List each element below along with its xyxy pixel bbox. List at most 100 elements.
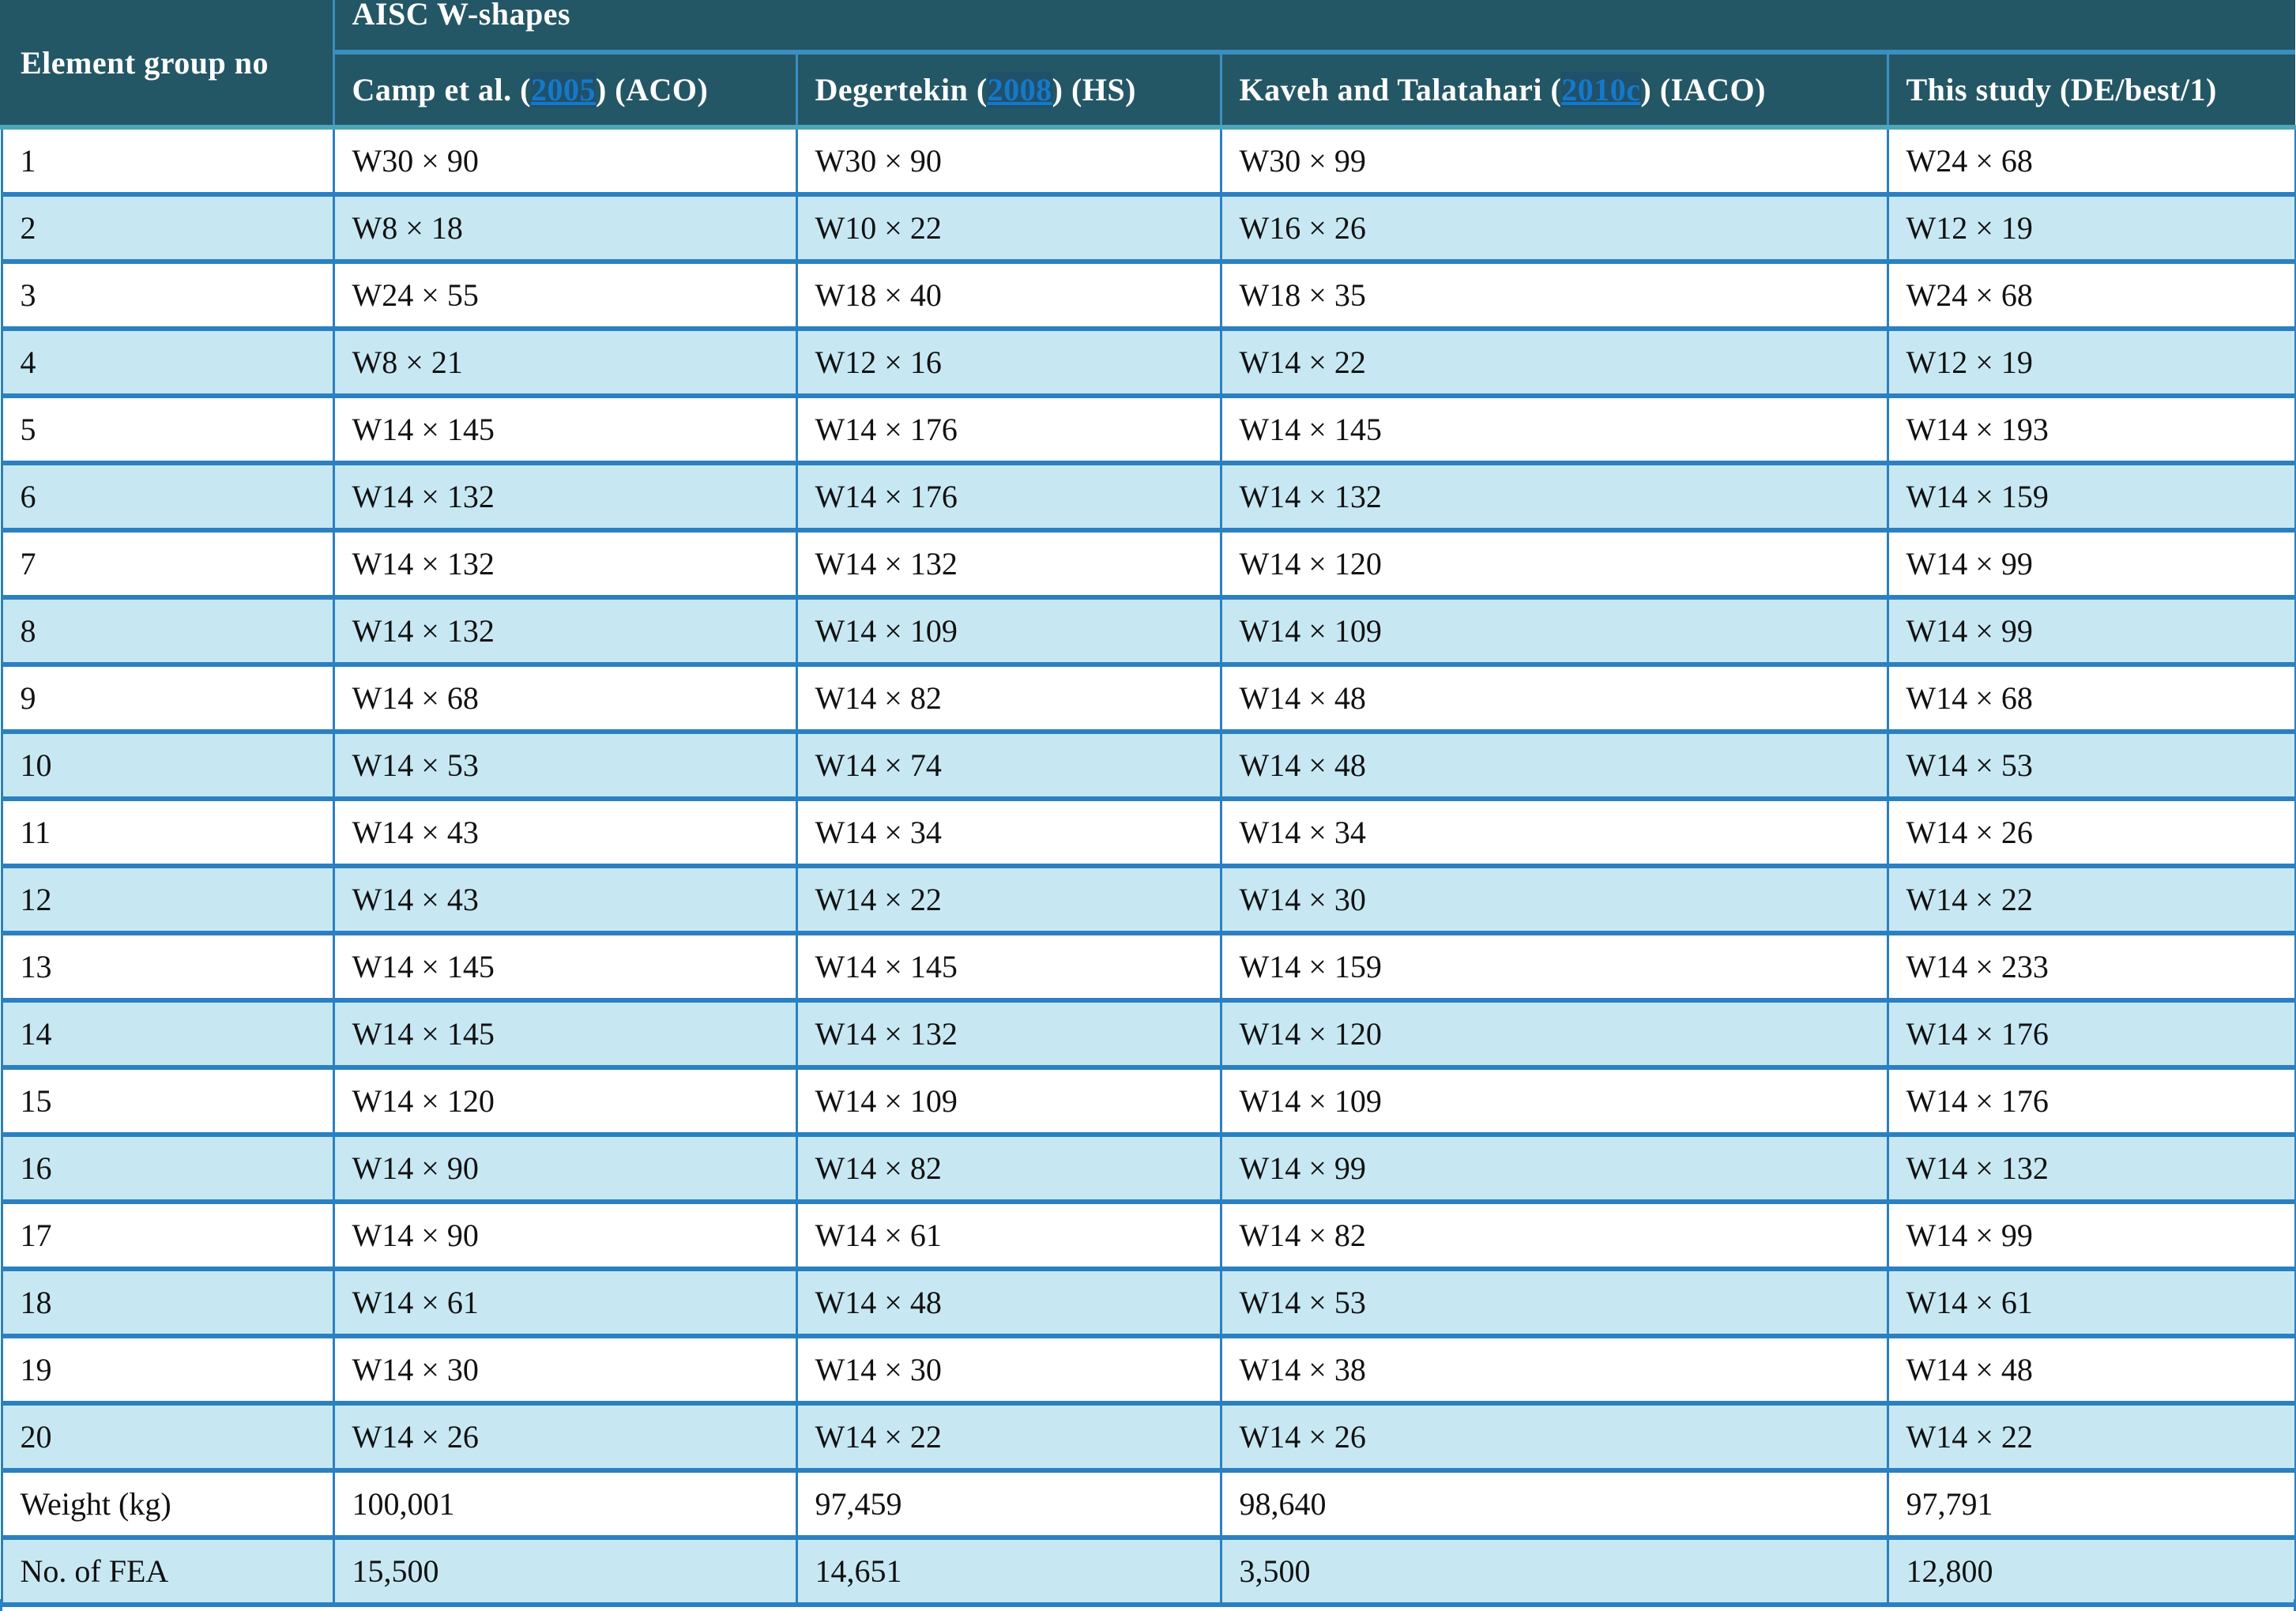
row-label-cell: 10 [0,732,335,801]
row-label-cell: 12 [0,866,335,935]
table-row: 11 W14 × 43 W14 × 34 W14 × 34 W14 × 26 [0,799,2296,868]
row-label-cell: 17 [0,1202,335,1271]
table-row: No. of FEA 15,500 14,651 3,500 12,800 [0,1538,2296,1607]
table-cell: W14 × 22 [795,866,1222,935]
row-label-cell: 9 [0,664,335,734]
table-cell: W14 × 109 [1219,597,1889,667]
table-cell: W14 × 61 [332,1269,798,1338]
table-cell: W14 × 22 [1886,1403,2296,1473]
column-header-text: Camp et al. ( [352,72,531,107]
table-cell: W14 × 53 [332,732,798,801]
table-cell: W14 × 132 [795,530,1222,600]
table-cell: W14 × 109 [795,597,1222,667]
row-label-cell: 18 [0,1269,335,1338]
table-row: 12 W14 × 43 W14 × 22 W14 × 30 W14 × 22 [0,866,2296,935]
table-cell: W14 × 90 [332,1202,798,1271]
table-row: 7 W14 × 132 W14 × 132 W14 × 120 W14 × 99 [0,530,2296,600]
table-row: 19 W14 × 30 W14 × 30 W14 × 38 W14 × 48 [0,1336,2296,1406]
table-row: 4 W8 × 21 W12 × 16 W14 × 22 W12 × 19 [0,329,2296,398]
table-cell: W10 × 22 [795,194,1222,264]
row-label-cell: 8 [0,597,335,667]
column-header-method: ) (HS) [1052,72,1136,107]
table-cell: W14 × 82 [795,664,1222,734]
table-cell: W14 × 132 [795,1000,1222,1070]
row-label-cell: 19 [0,1336,335,1406]
table-cell: W14 × 22 [1219,329,1889,398]
table-cell: W14 × 132 [1886,1135,2296,1204]
column-header-text: Kaveh and Talatahari ( [1239,72,1562,107]
row-label-cell: 15 [0,1067,335,1137]
element-group-header: Element group no [0,0,335,130]
row-label-cell: 4 [0,329,335,398]
citation-link[interactable]: 2008 [987,72,1052,107]
table-row: 2 W8 × 18 W10 × 22 W16 × 26 W12 × 19 [0,194,2296,264]
table-cell: W14 × 193 [1886,396,2296,465]
table-cell: 98,640 [1219,1470,1889,1540]
table-row: 1 W30 × 90 W30 × 90 W30 × 99 W24 × 68 [0,127,2296,197]
table-cell: W8 × 18 [332,194,798,264]
citation-link[interactable]: 2005 [530,72,596,107]
table-cell: W14 × 22 [795,1403,1222,1473]
table-cell: W12 × 19 [1886,329,2296,398]
table-cell: W14 × 99 [1219,1135,1889,1204]
table-cell: W14 × 43 [332,799,798,868]
table-cell: W14 × 43 [332,866,798,935]
table-cell: W14 × 99 [1886,1202,2296,1271]
table-cell: W12 × 19 [1886,194,2296,264]
table-cell: W24 × 68 [1886,262,2296,331]
table-cell: W14 × 109 [1219,1067,1889,1137]
column-header: Kaveh and Talatahari (2010c) (IACO) [1219,52,1888,130]
table-cell: W14 × 120 [332,1067,798,1137]
table-cell: W14 × 145 [332,396,798,465]
table-cell: W14 × 34 [795,799,1222,868]
row-label-cell: 2 [0,194,335,264]
table-cell: 15,500 [332,1538,798,1607]
table-cell: W14 × 132 [332,463,798,533]
table-cell: W14 × 120 [1219,530,1889,600]
table-row: Weight (kg) 100,001 97,459 98,640 97,791 [0,1470,2296,1540]
table-cell: W30 × 90 [795,127,1222,197]
table-cell: W24 × 68 [1886,127,2296,197]
table-cell: W14 × 48 [1219,664,1889,734]
table-cell: W14 × 145 [1219,396,1889,465]
table-cell: W14 × 159 [1219,933,1889,1003]
row-label-cell: 5 [0,396,335,465]
table-cell: W14 × 99 [1886,530,2296,600]
table-row: 13 W14 × 145 W14 × 145 W14 × 159 W14 × 233 [0,933,2296,1003]
row-label-cell: 20 [0,1403,335,1473]
table-cell: W14 × 90 [332,1135,798,1204]
table-row: 17 W14 × 90 W14 × 61 W14 × 82 W14 × 99 [0,1202,2296,1271]
table-cell: W14 × 145 [795,933,1222,1003]
table-cell: W14 × 176 [1886,1067,2296,1137]
table-header: Element group no AISC W-shapes Camp et a… [0,0,2296,130]
table-cell: W14 × 30 [332,1336,798,1406]
table-row: 9 W14 × 68 W14 × 82 W14 × 48 W14 × 68 [0,664,2296,734]
table-cell: W14 × 26 [1219,1403,1889,1473]
column-header-text: Degertekin ( [815,72,988,107]
table-row: 15 W14 × 120 W14 × 109 W14 × 109 W14 × 176 [0,1067,2296,1137]
table-cell: W14 × 68 [332,664,798,734]
table-cell: W18 × 35 [1219,262,1889,331]
citation-link[interactable]: 2010c [1561,72,1641,107]
row-label-cell: 3 [0,262,335,331]
table-cell: W12 × 16 [795,329,1222,398]
table-row: 14 W14 × 145 W14 × 132 W14 × 120 W14 × 176 [0,1000,2296,1070]
table-cell: W14 × 26 [332,1403,798,1473]
column-header: Degertekin (2008) (HS) [795,52,1221,130]
table-cell: W14 × 120 [1219,1000,1889,1070]
table-row: 10 W14 × 53 W14 × 74 W14 × 48 W14 × 53 [0,732,2296,801]
column-header-method: ) (ACO) [595,72,709,107]
column-header-text: This study (DE/best/1) [1906,72,2217,107]
table-cell: W14 × 132 [332,530,798,600]
aisc-group-header: AISC W-shapes [333,0,2296,55]
table-row: 6 W14 × 132 W14 × 176 W14 × 132 W14 × 159 [0,463,2296,533]
table-cell: 12,800 [1886,1538,2296,1607]
table-cell: W14 × 48 [1886,1336,2296,1406]
row-label-cell: 16 [0,1135,335,1204]
column-header: Camp et al. (2005) (ACO) [332,52,796,130]
table-cell: W24 × 55 [332,262,798,331]
table-cell: W14 × 22 [1886,866,2296,935]
table-row: 18 W14 × 61 W14 × 48 W14 × 53 W14 × 61 [0,1269,2296,1338]
table-cell: W14 × 74 [795,732,1222,801]
